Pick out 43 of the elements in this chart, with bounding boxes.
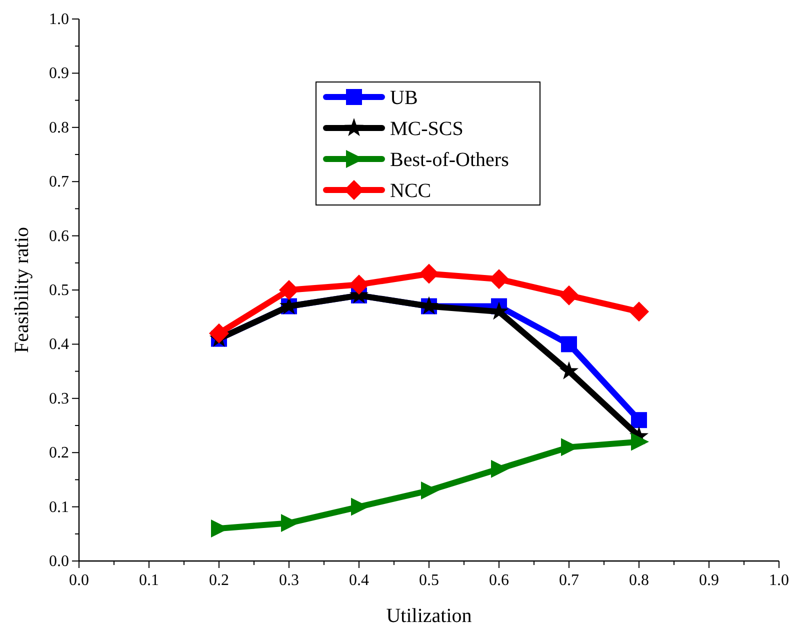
x-tick-label: 0.5 [419, 572, 439, 589]
y-tick-label: 0.7 [49, 174, 69, 191]
x-tick-label: 0.3 [279, 572, 299, 589]
x-tick-label: 0.8 [629, 572, 649, 589]
y-axis-title: Feasibility ratio [11, 226, 33, 354]
legend-label: NCC [390, 180, 432, 202]
y-tick-label: 0.3 [49, 390, 69, 408]
point [491, 460, 509, 478]
point [209, 323, 229, 344]
point [281, 514, 299, 532]
point [631, 432, 649, 451]
y-tick-label: 0.5 [49, 282, 69, 299]
point [559, 361, 579, 380]
legend-label: UB [390, 87, 418, 109]
x-axis-title: Utilization [386, 605, 472, 627]
x-tick-label: 0.0 [69, 572, 89, 589]
y-tick-label: 0.9 [49, 65, 69, 82]
point [419, 264, 439, 284]
point [561, 336, 577, 352]
y-tick-label: 0.6 [49, 228, 69, 245]
legend-label: Best-of-Others [390, 149, 510, 171]
point [631, 412, 647, 428]
x-tick-label: 0.6 [489, 572, 509, 589]
point [279, 280, 299, 300]
x-tick-label: 0.4 [349, 572, 369, 589]
point [351, 498, 369, 516]
y-tick-label: 0.1 [49, 498, 69, 516]
point [559, 285, 579, 306]
x-tick-label: 1.0 [769, 572, 789, 589]
point [489, 269, 509, 290]
y-tick-label: 0.4 [49, 336, 69, 354]
x-tick-label: 0.1 [139, 572, 159, 589]
y-tick-label: 1.0 [49, 11, 69, 28]
y-tick-label: 0.8 [49, 119, 69, 136]
point [349, 274, 369, 295]
x-tick-label: 0.7 [559, 572, 579, 589]
point [421, 482, 439, 500]
point [629, 302, 649, 322]
y-tick-label: 0.2 [49, 444, 69, 462]
x-tick-label: 0.9 [699, 572, 719, 589]
y-tick-label: 0.0 [49, 553, 69, 570]
x-tick-label: 0.2 [209, 572, 229, 589]
legend-label: MC-SCS [390, 118, 464, 140]
